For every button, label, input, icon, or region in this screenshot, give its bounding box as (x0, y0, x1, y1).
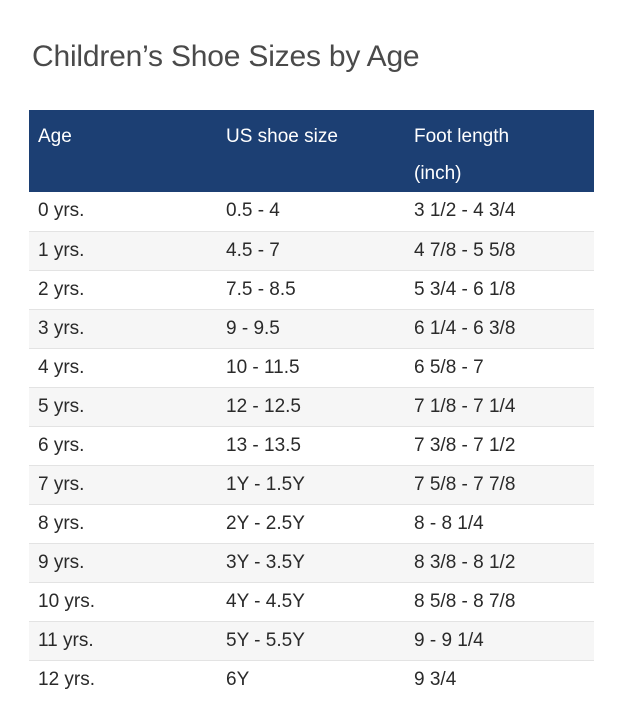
cell-age: 11 yrs. (29, 621, 217, 661)
cell-foot-length: 8 3/8 - 8 1/2 (405, 543, 594, 583)
cell-foot-length: 7 3/8 - 7 1/2 (405, 426, 594, 466)
table-row: 3 yrs. 9 - 9.5 6 1/4 - 6 3/8 (29, 309, 594, 349)
cell-foot-length: 9 3/4 (414, 668, 457, 690)
cell-us-shoe-size: 9 - 9.5 (217, 309, 405, 349)
header-us-shoe-size: US shoe size (217, 110, 405, 192)
cell-age: 6 yrs. (29, 426, 217, 466)
table-row: 8 yrs. 2Y - 2.5Y 8 - 8 1/4 (29, 504, 594, 544)
cell-us-shoe-size: 2Y - 2.5Y (217, 504, 405, 544)
cell-foot-length: 7 5/8 - 7 7/8 (405, 465, 594, 505)
cell-us-shoe-size: 1Y - 1.5Y (217, 465, 405, 505)
cell-age: 0 yrs. (29, 192, 217, 232)
cell-foot-length: 6 5/8 - 7 (405, 348, 594, 388)
cell-foot-length: 5 3/4 - 6 1/8 (405, 270, 594, 310)
shoe-size-table: Age US shoe size Foot length (inch) 0 yr… (29, 110, 594, 699)
cell-age: 4 yrs. (29, 348, 217, 388)
cell-age: 9 yrs. (29, 543, 217, 583)
cell-age: 10 yrs. (29, 582, 217, 622)
cell-foot-length: 8 5/8 - 8 7/8 (405, 582, 594, 622)
table-row: 12 yrs. 6Y 9 3/4 (29, 660, 594, 699)
cell-age: 3 yrs. (29, 309, 217, 349)
cell-foot-length: 3 1/2 - 4 3/4 (405, 192, 594, 232)
cell-age: 5 yrs. (29, 387, 217, 427)
table-row: 9 yrs. 3Y - 3.5Y 8 3/8 - 8 1/2 (29, 543, 594, 583)
cell-age: 8 yrs. (29, 504, 217, 544)
table-row: 7 yrs. 1Y - 1.5Y 7 5/8 - 7 7/8 (29, 465, 594, 505)
cell-age: 2 yrs. (29, 270, 217, 310)
table-row: 11 yrs. 5Y - 5.5Y 9 - 9 1/4 (29, 621, 594, 661)
table-row: 5 yrs. 12 - 12.5 7 1/8 - 7 1/4 (29, 387, 594, 427)
cell-foot-length: 8 - 8 1/4 (405, 504, 594, 544)
cell-us-shoe-size: 3Y - 3.5Y (217, 543, 405, 583)
cell-age: 12 yrs. (38, 668, 96, 690)
cell-us-shoe-size: 7.5 - 8.5 (217, 270, 405, 310)
cell-us-shoe-size: 4.5 - 7 (217, 231, 405, 271)
cell-age: 1 yrs. (29, 231, 217, 271)
cell-us-shoe-size: 4Y - 4.5Y (217, 582, 405, 622)
cell-us-shoe-size: 12 - 12.5 (217, 387, 405, 427)
cell-us-shoe-size: 0.5 - 4 (217, 192, 405, 232)
table-body: 0 yrs. 0.5 - 4 3 1/2 - 4 3/4 1 yrs. 4.5 … (29, 192, 594, 699)
cell-foot-length: 4 7/8 - 5 5/8 (405, 231, 594, 271)
header-row: Age US shoe size Foot length (inch) (29, 110, 594, 192)
table-row: 6 yrs. 13 - 13.5 7 3/8 - 7 1/2 (29, 426, 594, 466)
header-foot-length: Foot length (inch) (405, 110, 594, 192)
cell-foot-length: 6 1/4 - 6 3/8 (405, 309, 594, 349)
cell-age: 7 yrs. (29, 465, 217, 505)
table-row: 4 yrs. 10 - 11.5 6 5/8 - 7 (29, 348, 594, 388)
table-row: 1 yrs. 4.5 - 7 4 7/8 - 5 5/8 (29, 231, 594, 271)
page-title: Children’s Shoe Sizes by Age (32, 40, 420, 73)
cell-us-shoe-size: 6Y (226, 668, 250, 690)
cell-foot-length: 7 1/8 - 7 1/4 (405, 387, 594, 427)
cell-us-shoe-size: 10 - 11.5 (217, 348, 405, 388)
cell-foot-length: 9 - 9 1/4 (405, 621, 594, 661)
cell-us-shoe-size: 13 - 13.5 (217, 426, 405, 466)
header-age: Age (29, 110, 217, 192)
table-row: 0 yrs. 0.5 - 4 3 1/2 - 4 3/4 (29, 192, 594, 232)
cell-us-shoe-size: 5Y - 5.5Y (217, 621, 405, 661)
table-row: 10 yrs. 4Y - 4.5Y 8 5/8 - 8 7/8 (29, 582, 594, 622)
table-row: 2 yrs. 7.5 - 8.5 5 3/4 - 6 1/8 (29, 270, 594, 310)
